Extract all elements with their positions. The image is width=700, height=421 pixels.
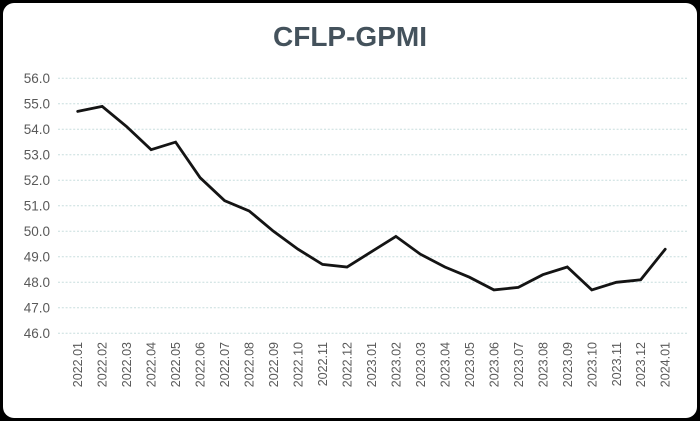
x-tick-label: 2022.03: [120, 342, 134, 387]
series-line-cflp-gpmi: [76, 104, 667, 292]
x-tick-label: 2022.02: [96, 342, 110, 387]
x-tick-label: 2023.04: [438, 342, 452, 387]
x-tick-label: 2023.06: [487, 342, 501, 387]
x-tick-label: 2023.12: [634, 342, 648, 387]
chart-panel: [3, 3, 697, 418]
y-tick-label: 54.0: [24, 122, 50, 137]
x-tick-label: 2022.06: [194, 342, 208, 387]
y-tick-label: 47.0: [24, 300, 50, 315]
x-tick-label: 2023.05: [463, 342, 477, 387]
x-tick-label: 2022.05: [169, 342, 183, 387]
x-tick-label: 2023.09: [561, 342, 575, 387]
x-tick-label: 2023.08: [536, 342, 550, 387]
x-tick-label: 2022.01: [71, 342, 85, 387]
x-tick-label: 2022.08: [243, 342, 257, 387]
x-tick-label: 2023.10: [585, 342, 599, 387]
y-tick-label: 50.0: [24, 224, 50, 239]
x-tick-label: 2023.11: [610, 342, 624, 386]
x-tick-label: 2022.12: [340, 342, 354, 387]
y-tick-label: 55.0: [24, 96, 50, 111]
x-tick-label: 2023.01: [365, 342, 379, 387]
x-tick-label: 2023.03: [414, 342, 428, 387]
y-tick-label: 56.0: [24, 71, 50, 86]
x-tick-label: 2024.01: [659, 342, 673, 387]
y-tick-label: 51.0: [24, 198, 50, 213]
x-tick-label: 2022.04: [145, 342, 159, 387]
x-tick-label: 2023.02: [389, 342, 403, 387]
y-tick-label: 52.0: [24, 173, 50, 188]
y-tick-label: 49.0: [24, 249, 50, 264]
x-tick-label: 2022.11: [316, 342, 330, 386]
chart-title: CFLP-GPMI: [273, 21, 427, 52]
x-tick-label: 2022.10: [292, 342, 306, 387]
y-tick-label: 48.0: [24, 275, 50, 290]
x-tick-label: 2022.09: [267, 342, 281, 387]
y-tick-label: 46.0: [24, 326, 50, 341]
x-axis-labels: 2022.01 2022.02 2022.03 2022.04 2022.05 2022.…: [71, 342, 673, 387]
y-tick-label: 53.0: [24, 147, 50, 162]
x-tick-label: 2023.07: [512, 342, 526, 387]
x-tick-label: 2022.07: [218, 342, 232, 387]
y-axis-labels: 46.0 47.0 48.0 49.0 50.0 51.0 52.0 53.0 54.0 55.0…: [24, 71, 50, 341]
